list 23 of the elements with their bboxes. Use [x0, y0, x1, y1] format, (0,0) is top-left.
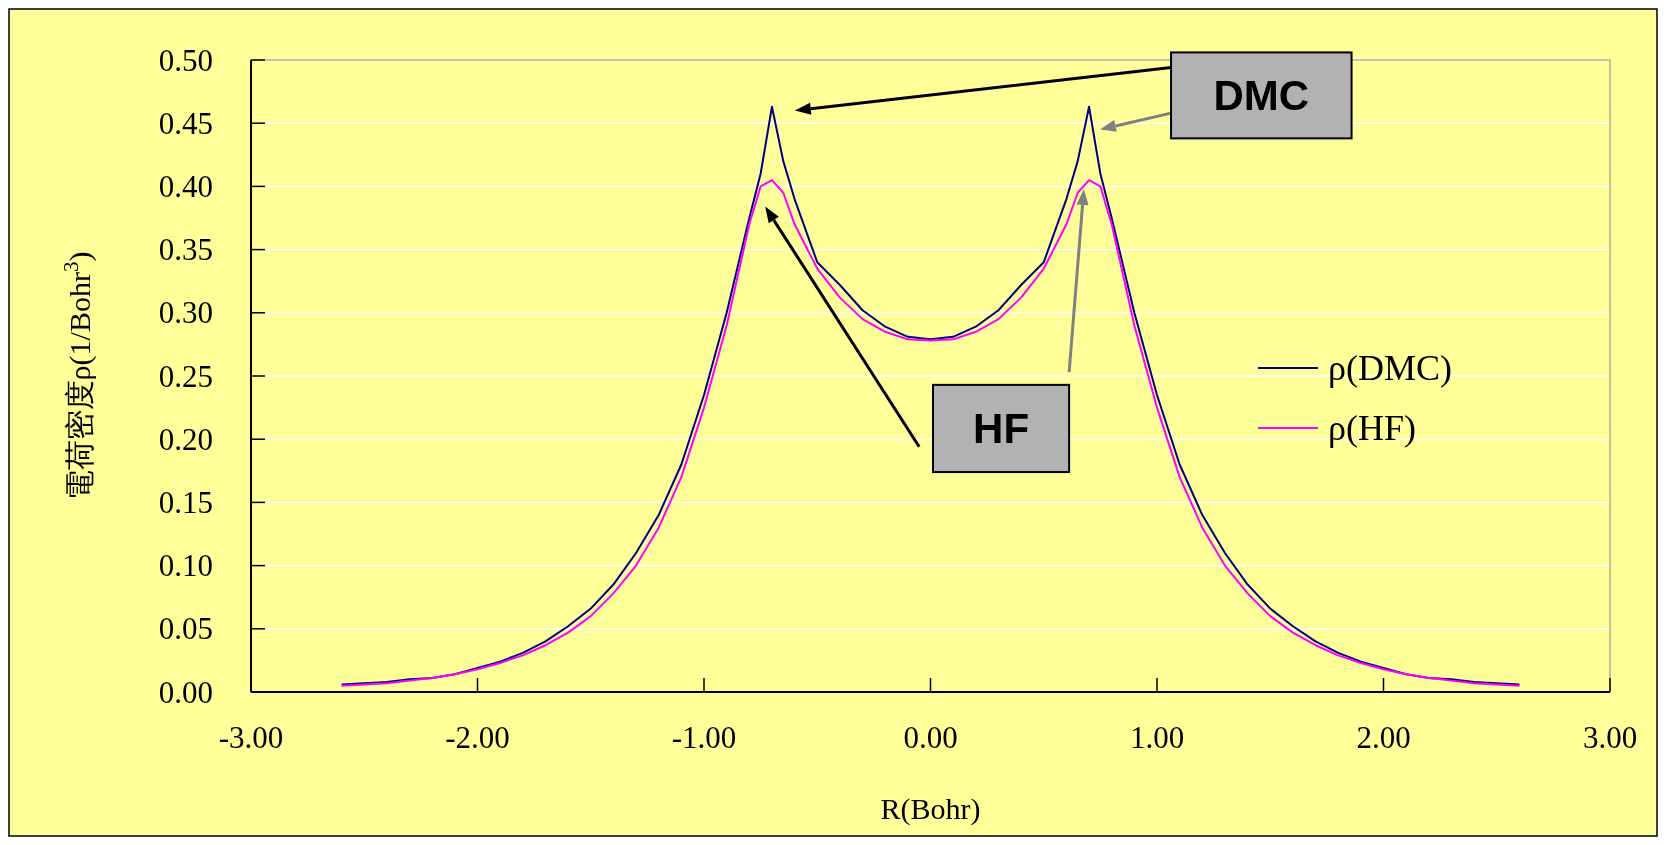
x-tick-label: -3.00: [218, 720, 284, 755]
y-tick-label: 0.00: [158, 674, 213, 710]
x-tick-label: 1.00: [1129, 720, 1185, 755]
annotation: DMC: [1213, 71, 1310, 119]
y-tick-label: 0.30: [158, 295, 213, 331]
x-tick-label: -2.00: [445, 720, 510, 755]
y-tick-label: 0.50: [158, 42, 213, 78]
y-tick-label: 0.05: [158, 611, 213, 647]
y-tick-label: 0.25: [158, 358, 213, 394]
x-tick-label: 2.00: [1356, 720, 1411, 755]
x-tick-label: 0.00: [903, 720, 958, 755]
y-tick-label: 0.10: [158, 548, 213, 584]
x-tick-label: 3.00: [1582, 720, 1638, 755]
x-tick-label: -1.00: [671, 720, 737, 755]
y-tick-label: 0.15: [158, 484, 213, 520]
x-axis-title: R(Bohr): [880, 792, 981, 826]
y-tick-label: 0.40: [158, 168, 213, 204]
legend-label: ρ(DMC): [1328, 348, 1452, 388]
y-tick-label: 0.45: [158, 105, 213, 141]
annotation: HF: [973, 404, 1030, 452]
legend-label: ρ(HF): [1328, 408, 1416, 448]
y-tick-label: 0.20: [158, 421, 213, 457]
y-tick-label: 0.35: [158, 232, 213, 268]
